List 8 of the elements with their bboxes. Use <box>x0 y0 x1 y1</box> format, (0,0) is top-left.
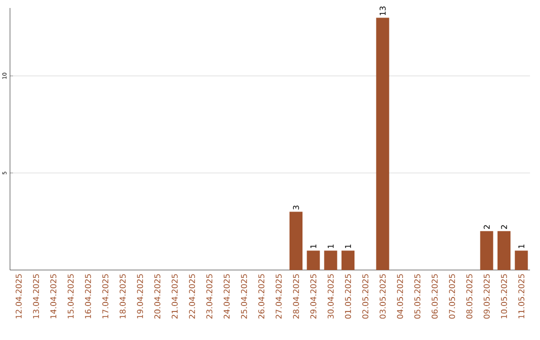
bar <box>324 250 338 270</box>
bar <box>498 231 511 270</box>
bar <box>290 212 302 270</box>
bar <box>376 18 390 270</box>
bar <box>514 250 528 270</box>
bar <box>306 250 320 270</box>
bar <box>480 231 494 270</box>
bar <box>342 250 355 270</box>
